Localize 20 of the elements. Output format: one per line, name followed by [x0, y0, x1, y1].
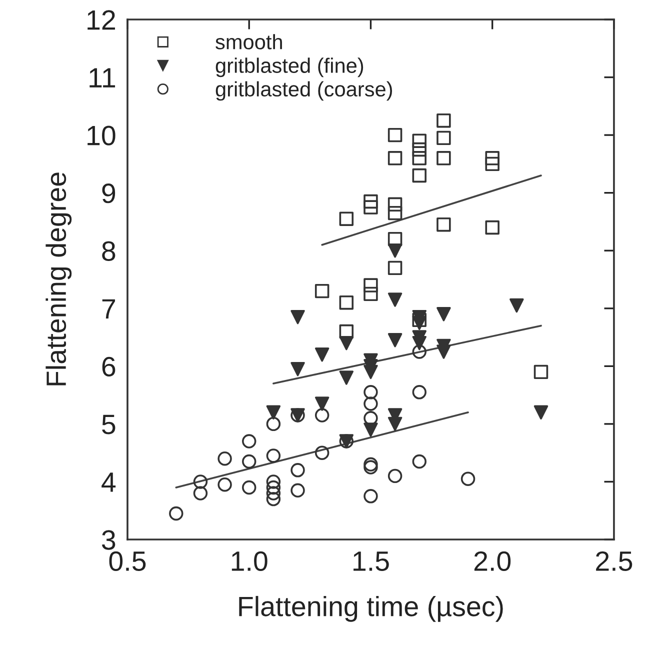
y-tick-label: 5	[102, 414, 116, 434]
x-axis-title: Flattening time (µsec)	[239, 596, 503, 622]
x-tick-label: 0.5	[109, 551, 146, 572]
y-tick-label: 8	[102, 241, 116, 261]
y-tick-label: 9	[102, 184, 116, 204]
x-tick-label: 2.0	[474, 551, 511, 572]
y-tick-label: 4	[102, 472, 116, 492]
x-tick-label: 1.5	[354, 552, 389, 572]
y-tick-label: 7	[102, 299, 115, 318]
y-tick-label: 6	[102, 356, 116, 377]
y-tick-label: 10	[88, 126, 116, 146]
legend-label: gritblasted (fine)	[216, 58, 364, 78]
y-tick-label: 11	[90, 68, 116, 88]
legend-label: smooth	[216, 34, 282, 50]
y-tick-label: 3	[102, 530, 116, 550]
y-axis-title: Flattening degree	[46, 172, 72, 386]
legend-label: gritblasted (coarse)	[216, 81, 392, 101]
x-tick-label: 2.5	[596, 551, 632, 572]
x-tick-label: 1.0	[232, 551, 268, 572]
y-tick-label: 12	[88, 10, 115, 30]
